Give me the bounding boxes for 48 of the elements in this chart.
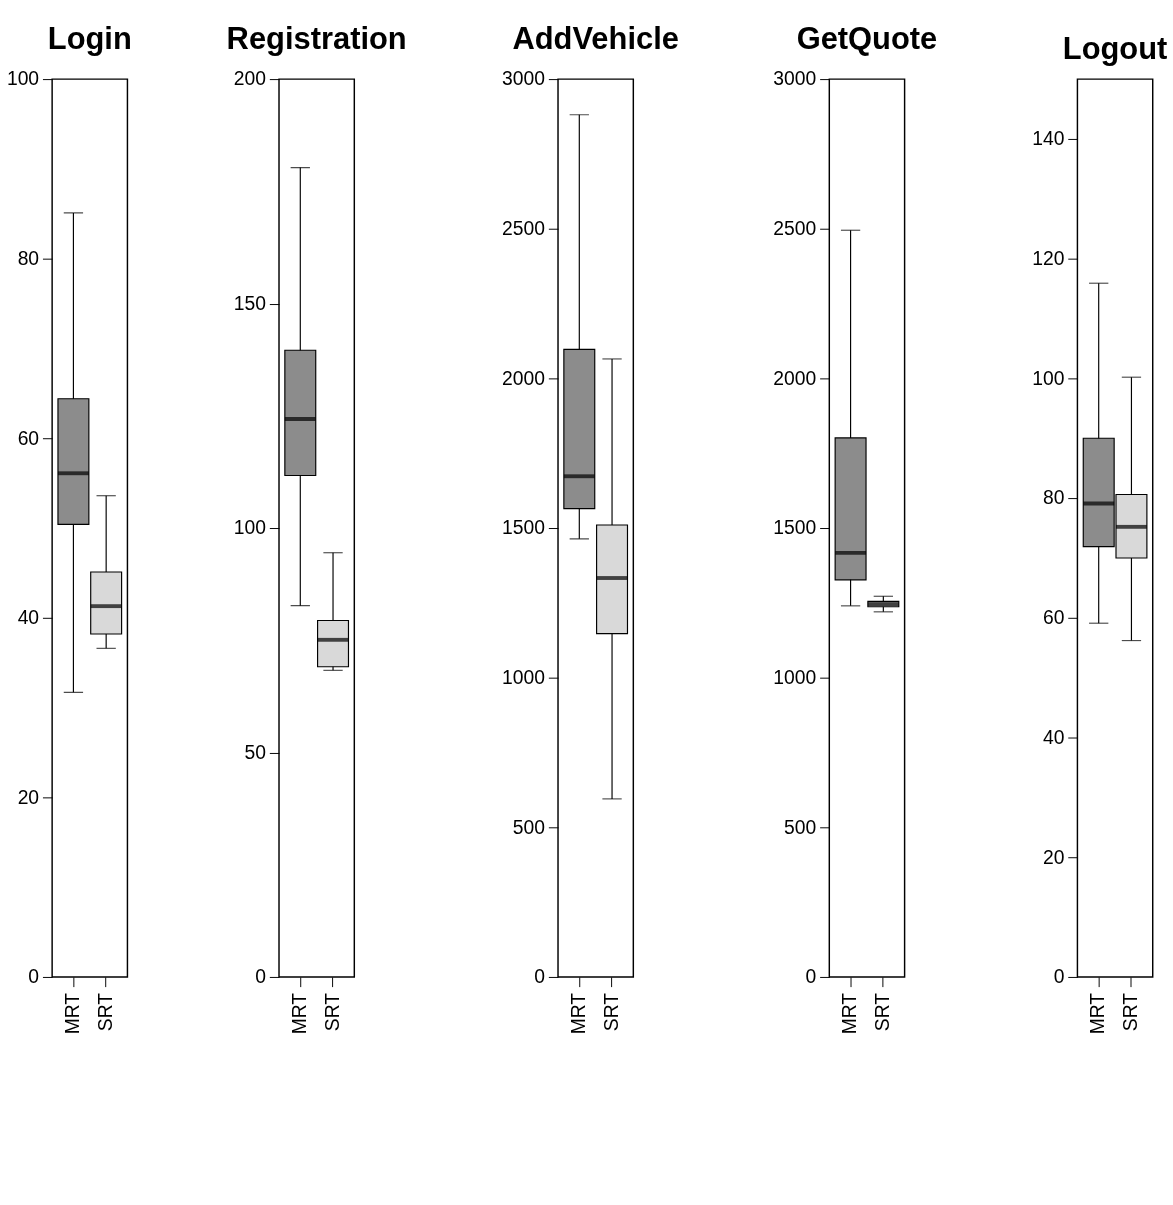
y-tick-label: 60 [1042,607,1065,629]
y-tick-label: 0 [28,966,40,988]
y-tick-label: 120 [1032,247,1065,269]
y-tick-label: 20 [17,786,40,808]
y-tick-label: 3000 [502,68,545,90]
y-tick-label: 0 [805,966,817,988]
y-tick-label: 500 [512,816,545,838]
y-tick-label: 20 [1042,846,1065,868]
y-tick-label: 100 [6,68,40,90]
y-tick-label: 60 [17,427,40,449]
x-tick-label: SRT [1120,992,1142,1032]
y-tick-label: 1000 [502,666,545,688]
x-tick-label: SRT [600,992,622,1032]
x-tick-label: MRT [839,992,861,1035]
y-tick-label: 1500 [502,517,545,539]
y-tick-label: 2000 [502,367,545,389]
x-tick-label: MRT [568,992,590,1035]
y-tick-label: 2500 [502,218,545,240]
y-tick-label: 2500 [773,218,817,240]
y-tick-label: 0 [255,966,266,988]
y-tick-label: 500 [784,816,817,838]
chart-title: Registration [226,21,407,57]
x-tick-label: MRT [289,992,311,1035]
chart-title: GetQuote [796,21,938,57]
y-tick-label: 150 [233,292,266,314]
y-tick-label: 0 [534,966,545,988]
chart-title: Login [47,21,132,57]
y-tick-label: 140 [1032,128,1065,150]
y-tick-label: 40 [1042,726,1065,748]
y-tick-label: 40 [17,607,40,629]
y-tick-label: 3000 [773,68,817,90]
y-tick-label: 1500 [773,517,817,539]
y-tick-label: 200 [233,68,266,90]
y-tick-label: 0 [1053,966,1065,988]
chart-title: AddVehicle [512,21,679,57]
x-tick-label: MRT [1087,992,1109,1035]
x-tick-label: SRT [94,992,116,1032]
x-tick-label: SRT [321,992,343,1032]
y-tick-label: 2000 [773,367,817,389]
x-tick-label: SRT [872,992,894,1032]
chart-title: Logout [1062,30,1168,66]
y-tick-label: 80 [17,247,40,269]
y-tick-label: 80 [1042,487,1065,509]
x-tick-label: MRT [62,992,84,1035]
y-tick-label: 50 [244,741,266,763]
y-tick-label: 100 [1032,367,1065,389]
y-tick-label: 1000 [773,666,817,688]
y-tick-label: 100 [233,517,266,539]
